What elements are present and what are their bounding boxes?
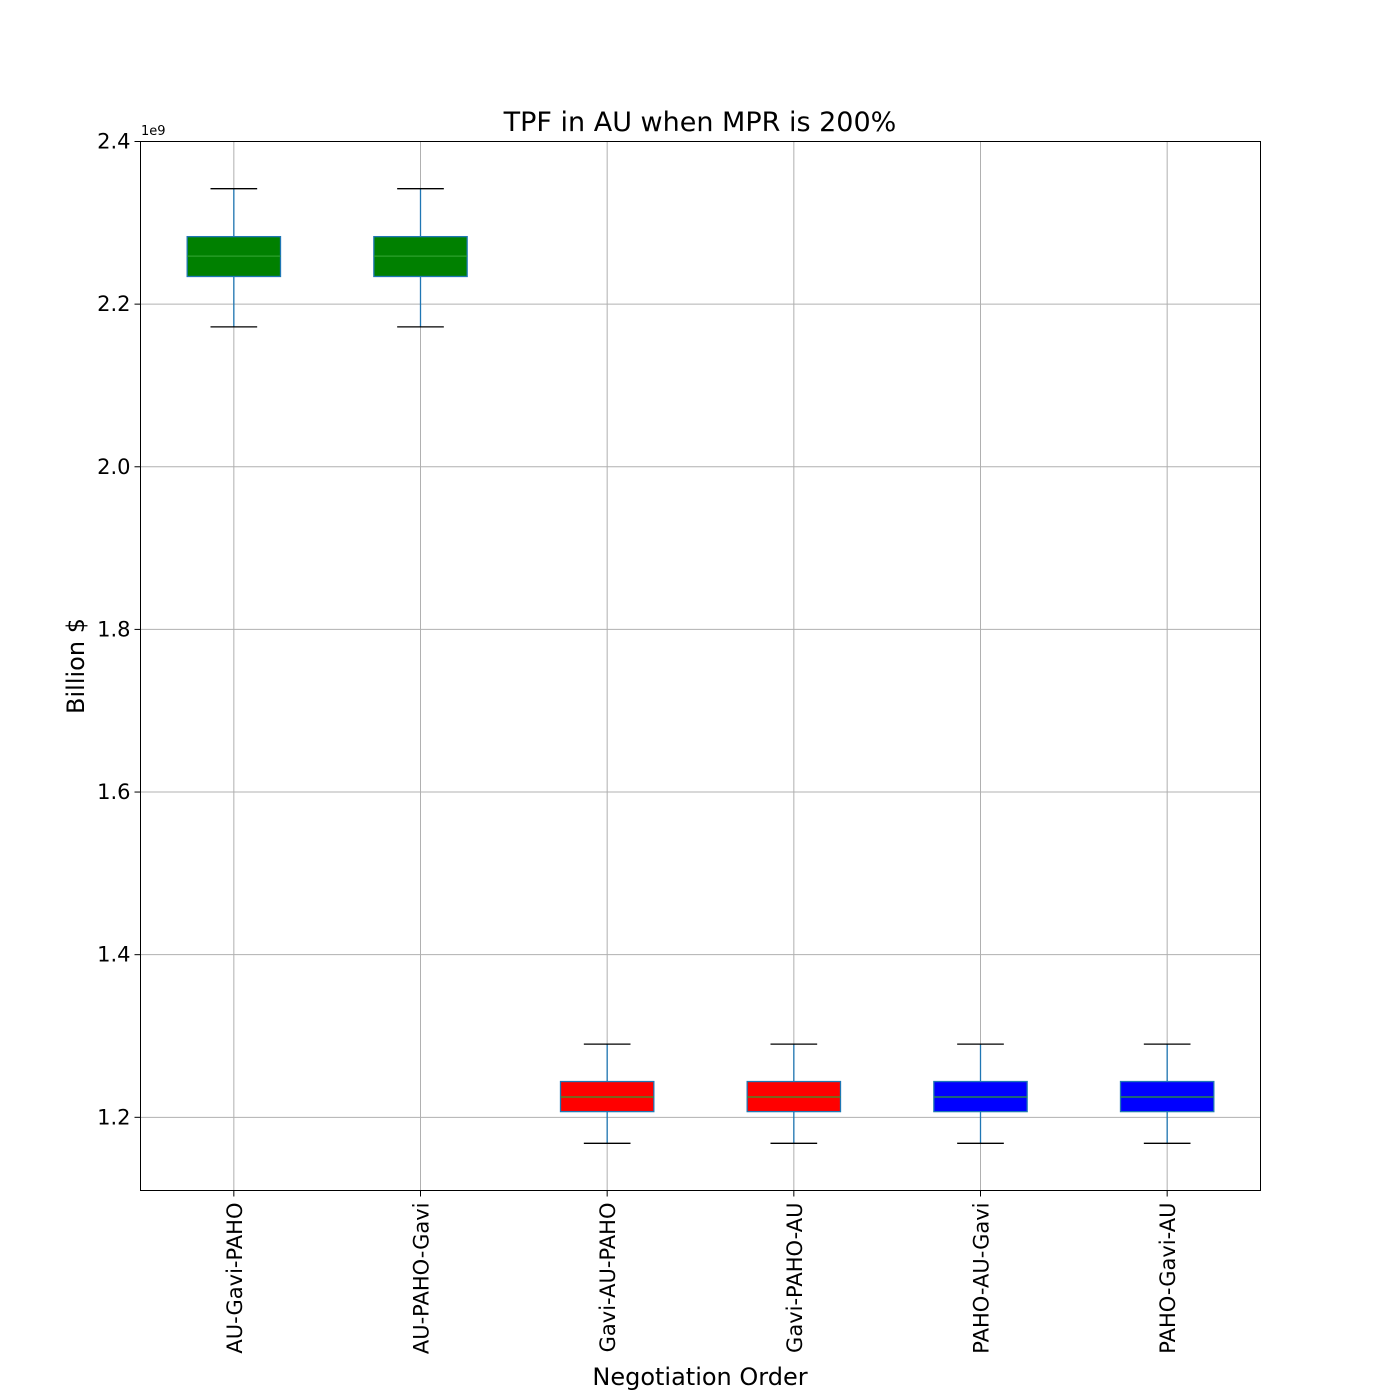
y-tick-label: 1.4 <box>97 943 130 967</box>
box-AU-Gavi-PAHO <box>186 188 282 328</box>
y-tick-label: 1.6 <box>97 780 130 804</box>
plot-frame <box>140 141 1261 1191</box>
y-offset-label: 1e9 <box>141 124 166 139</box>
box-PAHO-AU-Gavi <box>933 1043 1028 1144</box>
y-tick-label: 1.8 <box>97 617 130 641</box>
chart-title: TPF in AU when MPR is 200% <box>503 107 897 138</box>
tick-layer: 1.2 1.4 1.6 1.8 2.0 2.2 2.4 AU-Gavi-PAHO AU-PAHO… <box>97 130 1180 1355</box>
y-tick-label: 2.4 <box>97 130 130 154</box>
x-tick-label: AU-Gavi-PAHO <box>223 1203 247 1354</box>
x-tick-label: Gavi-PAHO-AU <box>783 1203 807 1353</box>
x-tick-label: PAHO-AU-Gavi <box>970 1203 994 1354</box>
box-PAHO-Gavi-AU <box>1119 1043 1215 1144</box>
box-AU-PAHO-Gavi <box>373 188 468 328</box>
grid-layer <box>140 141 1261 1191</box>
box-layer <box>186 188 1215 1144</box>
x-tick-label: Gavi-AU-PAHO <box>596 1203 620 1353</box>
y-tick-label: 2.0 <box>97 455 130 479</box>
box-Gavi-AU-PAHO <box>559 1043 655 1144</box>
x-tick-label: PAHO-Gavi-AU <box>1156 1203 1180 1354</box>
x-tick-label: AU-PAHO-Gavi <box>410 1203 434 1355</box>
box-Gavi-PAHO-AU <box>746 1043 842 1144</box>
y-tick-label: 2.2 <box>97 292 130 316</box>
y-axis-label: Billion $ <box>62 618 90 714</box>
y-tick-label: 1.2 <box>97 1105 130 1129</box>
x-axis-label: Negotiation Order <box>592 1363 807 1391</box>
